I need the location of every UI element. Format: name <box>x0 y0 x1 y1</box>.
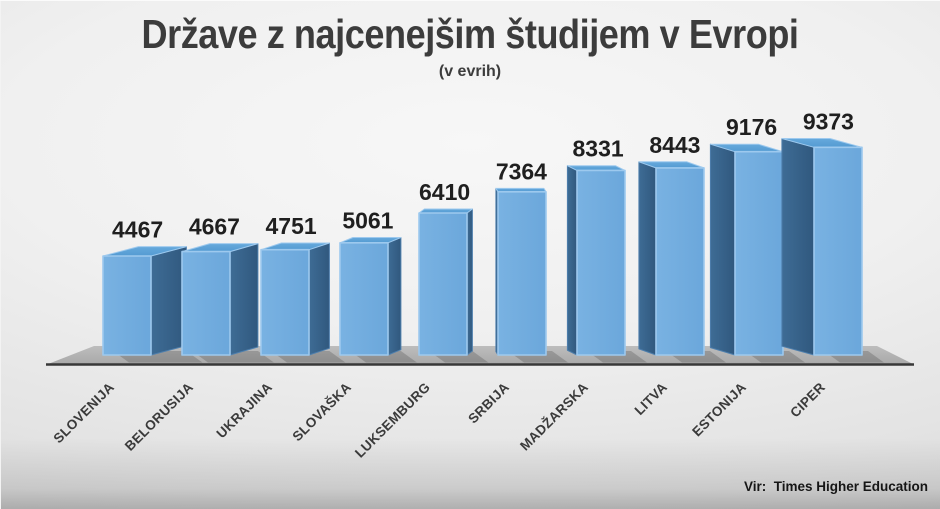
category-label-1: BELORUSIJA <box>122 380 196 454</box>
value-label-0: 4467 <box>112 217 163 243</box>
value-label-8: 9176 <box>726 114 777 140</box>
bar-5-front-face <box>497 191 547 356</box>
bar-0-side-face <box>150 246 187 356</box>
chart-title: Države z najcenejšim študijem v Evropi <box>141 11 799 57</box>
value-label-2: 4751 <box>266 213 317 239</box>
bar-7-front-face <box>655 167 705 356</box>
category-label-4: LUKSEMBURG <box>352 380 433 461</box>
source-note: Vir: Times Higher Education <box>743 479 928 494</box>
category-label-6: MADŽARSKA <box>517 380 591 454</box>
bar-1-side-face <box>229 243 259 356</box>
bar-8-side-face <box>709 143 736 356</box>
bar-3-side-face <box>387 237 402 356</box>
value-label-9: 9373 <box>803 109 854 135</box>
bar-2-front-face <box>260 248 310 356</box>
category-label-5: SRBIJA <box>465 380 512 427</box>
chart-subtitle: (v evrih) <box>438 63 502 80</box>
bar-4-side-face <box>466 208 473 356</box>
category-label-7: LITVA <box>632 380 671 419</box>
bar-9-side-face <box>781 138 815 356</box>
value-label-6: 8331 <box>573 136 624 162</box>
bar-4-front-face <box>418 212 468 356</box>
category-label-0: SLOVENIJA <box>50 380 117 447</box>
bar-7-side-face <box>638 161 657 356</box>
value-label-3: 5061 <box>342 208 393 234</box>
bar-2-side-face <box>308 242 330 356</box>
value-label-4: 6410 <box>419 179 470 205</box>
bar-1-front-face <box>181 250 231 356</box>
category-label-2: UKRAJINA <box>213 380 275 442</box>
value-label-1: 4667 <box>189 214 240 240</box>
category-label-8: ESTONIJA <box>689 380 749 440</box>
bar-3-front-face <box>339 242 389 356</box>
value-label-7: 8443 <box>649 132 700 158</box>
bar-0-front-face <box>102 255 152 356</box>
category-label-9: CIPER <box>787 380 828 421</box>
bar-9-front-face <box>813 146 863 356</box>
bar-6-side-face <box>566 165 578 356</box>
value-label-5: 7364 <box>496 158 547 184</box>
category-label-3: SLOVAŠKA <box>289 380 354 445</box>
bar-8-front-face <box>734 150 784 356</box>
bar-6-front-face <box>576 169 626 356</box>
